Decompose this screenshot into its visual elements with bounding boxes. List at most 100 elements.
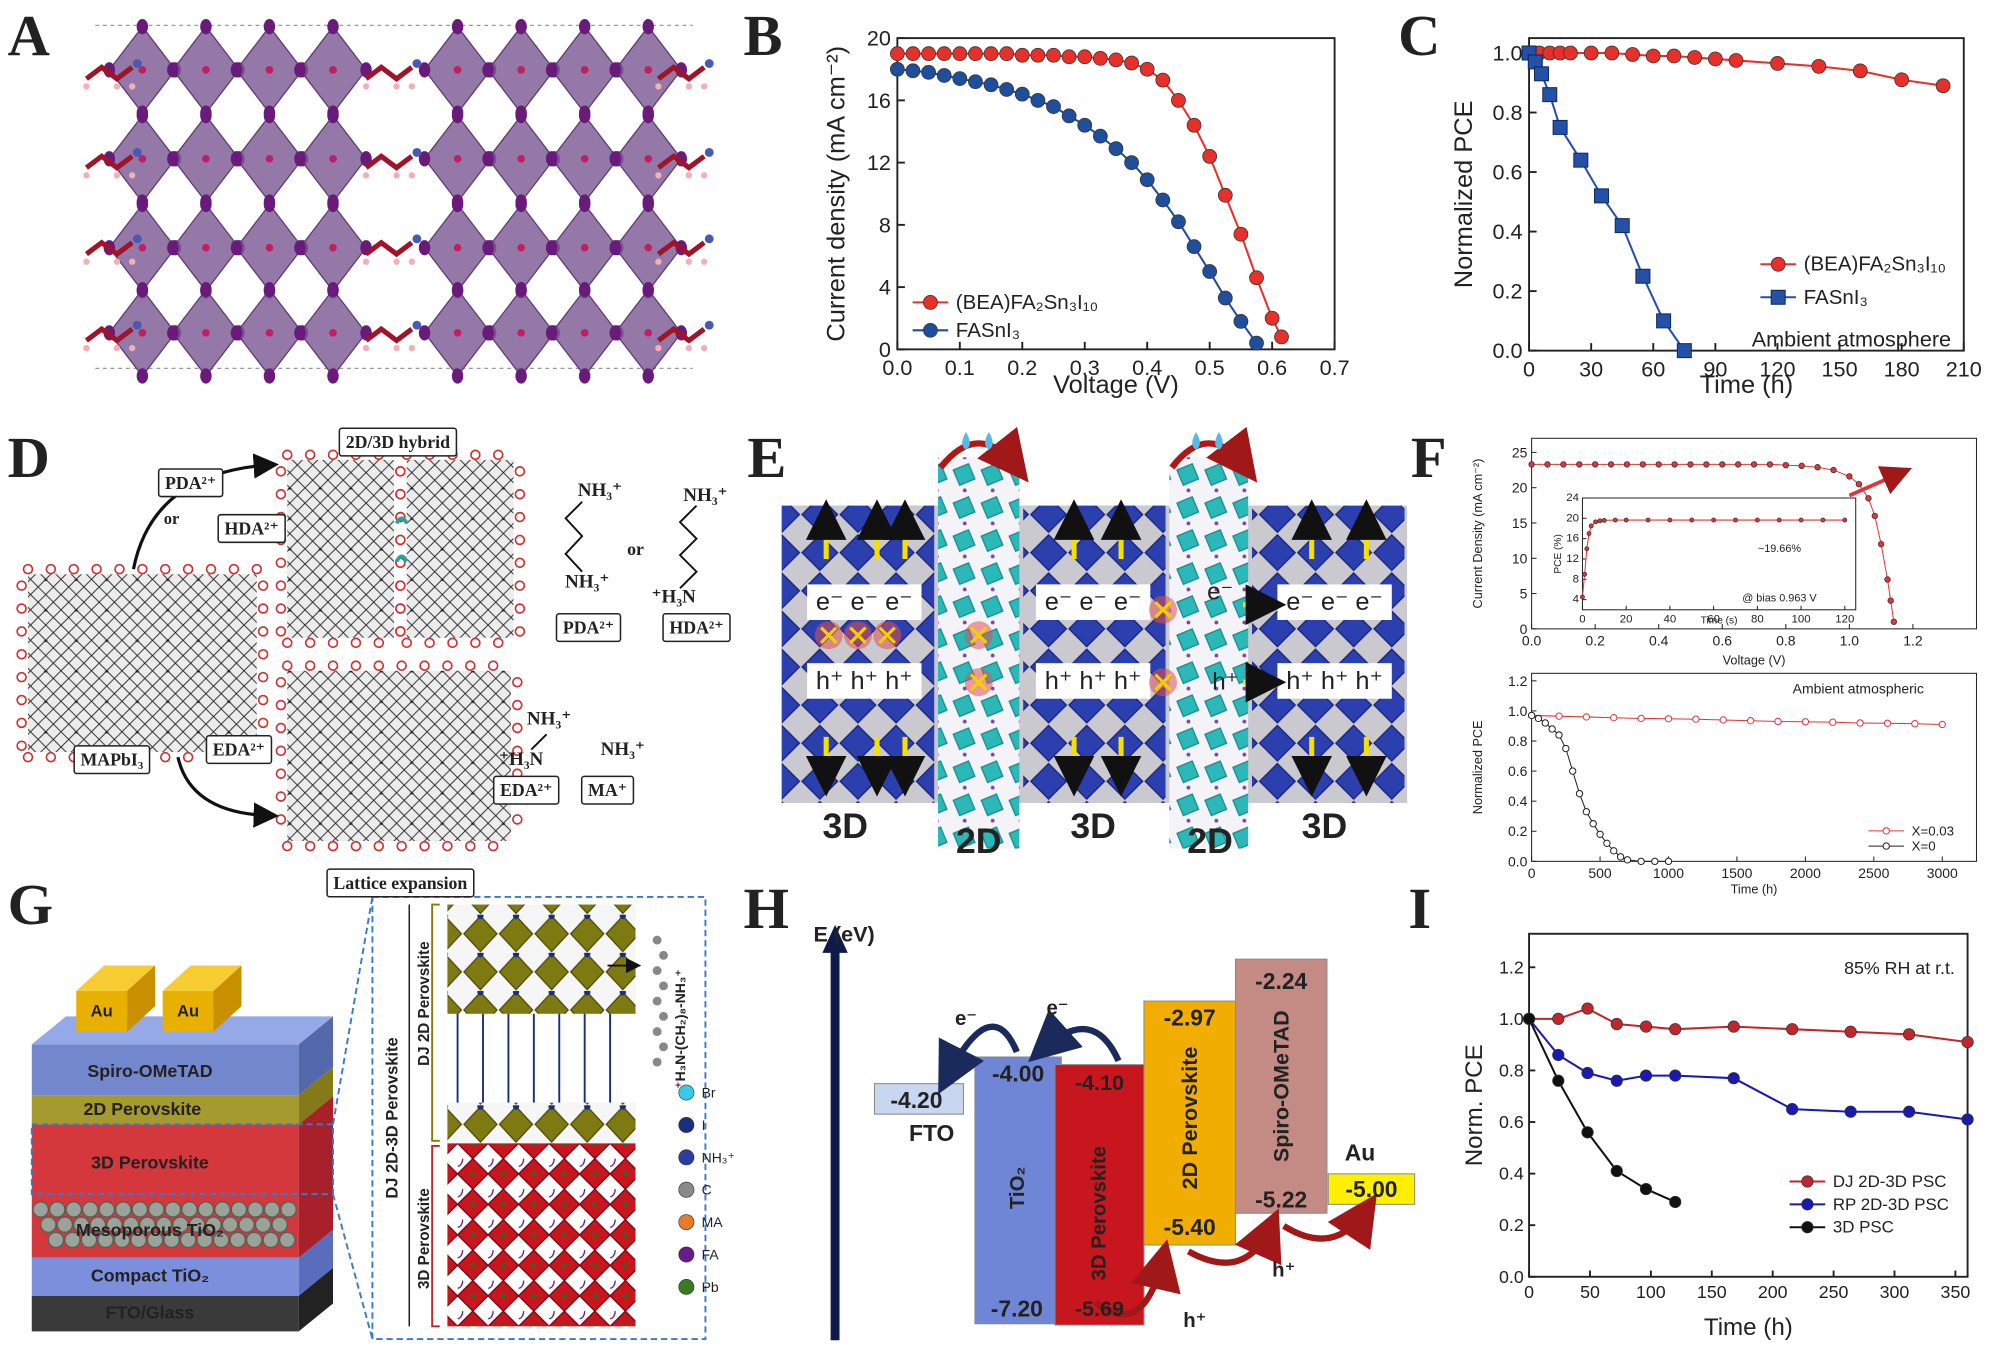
- iodine: [642, 19, 654, 35]
- nanoparticle: [229, 1231, 246, 1249]
- marker: [1786, 1103, 1799, 1116]
- marker: [1568, 767, 1577, 775]
- marker: [1573, 152, 1589, 168]
- y-tick-label: 0.0: [1508, 853, 1528, 869]
- diagram-label: HDA²⁺: [225, 518, 279, 538]
- marker: [1061, 49, 1077, 65]
- hydrogen: [393, 172, 400, 179]
- x-tick-label: 3000: [1927, 865, 1958, 881]
- label-box: [492, 775, 560, 805]
- marker: [1610, 1074, 1623, 1087]
- annotation: Ambient atmospheric: [1793, 681, 1924, 697]
- marker: [1233, 226, 1249, 242]
- iodine: [327, 368, 339, 384]
- atom: [514, 626, 526, 637]
- marker: [1664, 857, 1673, 866]
- hydrogen: [685, 172, 693, 179]
- marker: [1593, 519, 1598, 525]
- nanoparticle: [262, 1231, 279, 1249]
- nitrogen: [412, 320, 422, 330]
- hydrogen: [408, 344, 415, 352]
- hydrogen: [362, 83, 370, 90]
- water-drop: [985, 431, 993, 450]
- marker: [1687, 461, 1694, 468]
- x-tick-label: 40: [1664, 614, 1677, 626]
- atom: [45, 563, 57, 575]
- y-tick-label: 16: [1566, 533, 1579, 545]
- y-tick-label: 0.8: [1493, 100, 1523, 125]
- molecule: [564, 501, 584, 573]
- diagram-label: DJ 2D Perovskite: [416, 941, 433, 1065]
- x-tick-label: 500: [1588, 865, 1612, 881]
- zoom-line: [332, 1193, 374, 1340]
- x-tick-label: 250: [1819, 1282, 1849, 1302]
- marker: [1770, 56, 1785, 71]
- annotation: 85% RH at r.t.: [1844, 958, 1955, 978]
- atom: [419, 660, 430, 671]
- nanoparticle: [271, 1216, 288, 1233]
- x-tick-label: 30: [1579, 356, 1603, 381]
- atom: [401, 637, 413, 649]
- x-tick-label: 90: [1703, 356, 1727, 381]
- marker: [1233, 313, 1249, 329]
- marker: [1820, 517, 1826, 523]
- nanoparticle: [56, 1216, 74, 1233]
- y-tick-label: 20: [1512, 480, 1528, 496]
- marker: [1610, 847, 1618, 855]
- chain-atom: [659, 1011, 668, 1021]
- iodine: [451, 19, 464, 35]
- iodine: [200, 19, 212, 35]
- marker: [1603, 839, 1611, 847]
- electron-arrow: [1028, 1009, 1122, 1063]
- x-tick-label: 300: [1880, 1282, 1910, 1302]
- marker: [1911, 720, 1919, 728]
- atom: [257, 648, 269, 660]
- x-tick-label: 1.0: [1840, 633, 1860, 649]
- diagram-label: -4.00: [992, 1061, 1044, 1087]
- nanoparticle: [179, 1231, 197, 1249]
- y-tick-label: 5: [1520, 586, 1528, 602]
- diagram-label: 2D: [1187, 821, 1232, 861]
- iodine: [418, 151, 431, 167]
- legend-marker: [1801, 1198, 1814, 1211]
- diagram-label: E (eV): [813, 921, 874, 946]
- diagram-label: ⁺H₃N: [651, 587, 696, 608]
- marker: [1935, 78, 1951, 94]
- marker: [1614, 218, 1630, 234]
- atom: [275, 626, 287, 637]
- hydrogen: [362, 344, 370, 352]
- marker: [905, 46, 921, 62]
- block-mark: [1154, 673, 1172, 691]
- panel-label: B: [744, 3, 783, 68]
- device-side: [298, 1067, 334, 1125]
- hydrogen: [685, 83, 693, 90]
- marker: [1575, 789, 1584, 798]
- hydrogen: [393, 83, 400, 90]
- diagram-label: h⁺ h⁺ h⁺: [816, 667, 913, 695]
- electrode-top: [76, 965, 156, 991]
- organic-chain: [84, 239, 134, 258]
- diagram-label: -4.20: [890, 1087, 942, 1113]
- iodine: [609, 151, 621, 167]
- marker: [1591, 461, 1599, 468]
- nanoparticle: [221, 1216, 239, 1233]
- energy-band: [1234, 958, 1328, 1214]
- nanoparticle: [32, 1201, 49, 1218]
- atom: [395, 488, 406, 500]
- legend-ball: [678, 1246, 695, 1263]
- legend-label: MA: [702, 1214, 724, 1230]
- atom: [275, 488, 287, 500]
- diagram-label: Au: [91, 1002, 113, 1020]
- marker: [921, 46, 936, 62]
- y-tick-label: 8: [1573, 573, 1579, 585]
- chain-atom: [652, 1027, 662, 1037]
- chain-atom: [652, 935, 662, 945]
- diagram-label: ⁺H₃N: [499, 749, 544, 770]
- x-tick-label: 2000: [1790, 865, 1821, 881]
- diagram-label: 3D: [1302, 806, 1347, 846]
- zoom-line: [332, 896, 374, 1125]
- hole-arrow: [1093, 1239, 1181, 1318]
- tin: [265, 154, 274, 163]
- marker: [1612, 517, 1618, 523]
- chain-atom: [659, 981, 668, 991]
